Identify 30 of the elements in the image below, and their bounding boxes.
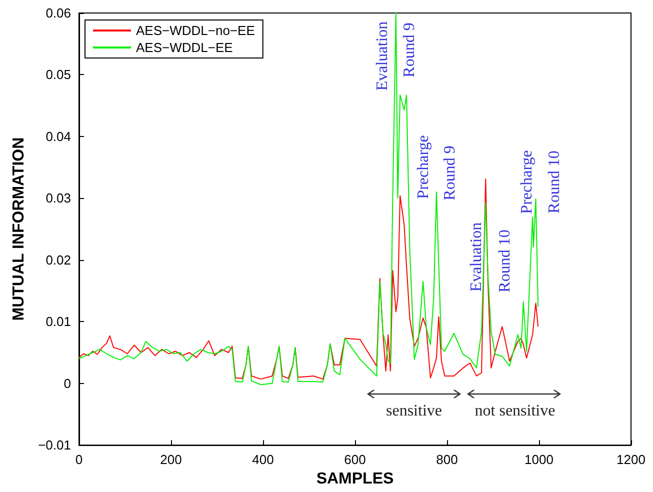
annotation: Round 9 — [401, 22, 418, 78]
annotation: Round 10 — [496, 230, 514, 292]
legend-label: AES−WDDL−EE — [136, 40, 234, 55]
annotation: Evaluation — [374, 21, 392, 91]
annotation: Round 10 — [546, 150, 564, 214]
annotation: Round 9 — [442, 146, 459, 200]
annotation: Evaluation — [468, 222, 485, 292]
annotation: not sensitive — [474, 402, 556, 420]
x-tick-label: 200 — [160, 452, 182, 468]
x-tick-label: 400 — [252, 452, 274, 468]
y-tick-label: 0.05 — [46, 67, 71, 82]
y-tick-label: 0.01 — [46, 314, 71, 330]
y-tick-label: 0 — [64, 376, 71, 391]
annotation: Precharge — [518, 150, 536, 214]
legend-label: AES−WDDL−no−EE — [136, 23, 256, 38]
annotation: sensitive — [386, 402, 442, 420]
x-tick-label: 1000 — [524, 452, 554, 468]
line-series — [78, 12, 539, 386]
x-tick-label: 800 — [436, 452, 458, 468]
x-tick-label: 0 — [75, 452, 83, 468]
y-tick-label: 0.04 — [46, 128, 71, 144]
y-tick-label: 0.02 — [46, 252, 71, 268]
annotation: Precharge — [415, 135, 432, 199]
y-tick-label: 0.03 — [46, 190, 71, 206]
y-axis-title: MUTUAL INFORMATION — [10, 137, 28, 321]
x-tick-label: 1200 — [616, 452, 646, 468]
y-tick-label: −0.01 — [38, 438, 71, 453]
y-tick-label: 0.06 — [46, 6, 71, 20]
x-axis-title: SAMPLES — [316, 470, 394, 488]
x-tick-label: 600 — [344, 452, 366, 468]
